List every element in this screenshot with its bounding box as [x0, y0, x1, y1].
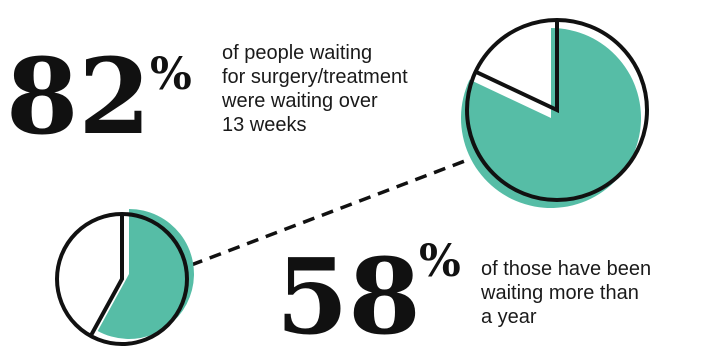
- connector-dashed-line: [177, 138, 521, 272]
- pie-slice-waiting-over-13-weeks-shadow: [461, 28, 642, 209]
- caption-line: waiting more than: [481, 282, 639, 304]
- caption-line: a year: [481, 306, 537, 328]
- stat-82-percent-sign: %: [150, 49, 192, 100]
- pie-slice-waiting-more-than-a-year-shadow: [97, 209, 195, 339]
- caption-58-percent: of those have been waiting more than a y…: [481, 257, 651, 329]
- caption-line: of people waiting: [222, 42, 373, 64]
- pie-chart-small: [55, 209, 195, 346]
- caption-line: 13 weeks: [222, 114, 307, 136]
- pie-slice-divider: [474, 20, 559, 114]
- caption-82-percent: of people waiting for surgery/treatment …: [222, 41, 408, 137]
- stat-58-number: 58: [276, 235, 421, 350]
- caption-line: for surgery/treatment: [222, 66, 408, 88]
- caption-line: of those have been: [481, 258, 652, 280]
- pie-slice-divider: [88, 214, 124, 337]
- stat-58-percent-sign: %: [419, 236, 461, 287]
- stat-82-number: 82: [6, 35, 151, 158]
- pie-chart-large: [461, 18, 649, 209]
- caption-line: were waiting over: [222, 90, 378, 112]
